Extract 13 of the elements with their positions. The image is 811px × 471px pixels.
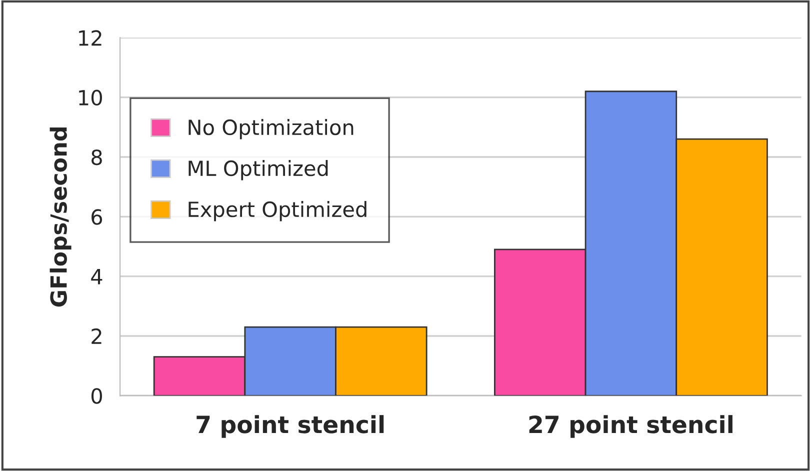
y-tick-label: 2 (92, 328, 102, 344)
y-tick-label: 10 (79, 90, 102, 106)
y-tick-label: 4 (91, 269, 102, 284)
y-tick-label: 12 (79, 30, 102, 46)
y-axis-title: GFlops/second (50, 128, 72, 307)
x-tick-label: 7 point stencil (196, 415, 384, 438)
legend-label: Expert Optimized (188, 201, 366, 222)
y-tick-label: 8 (92, 149, 102, 166)
y-tick-label: 6 (92, 209, 102, 225)
x-tick-label: 27 point stencil (529, 415, 732, 438)
legend-label: No Optimization (188, 119, 354, 140)
y-tick-label: 0 (91, 388, 102, 404)
legend-label: ML Optimized (188, 160, 328, 180)
